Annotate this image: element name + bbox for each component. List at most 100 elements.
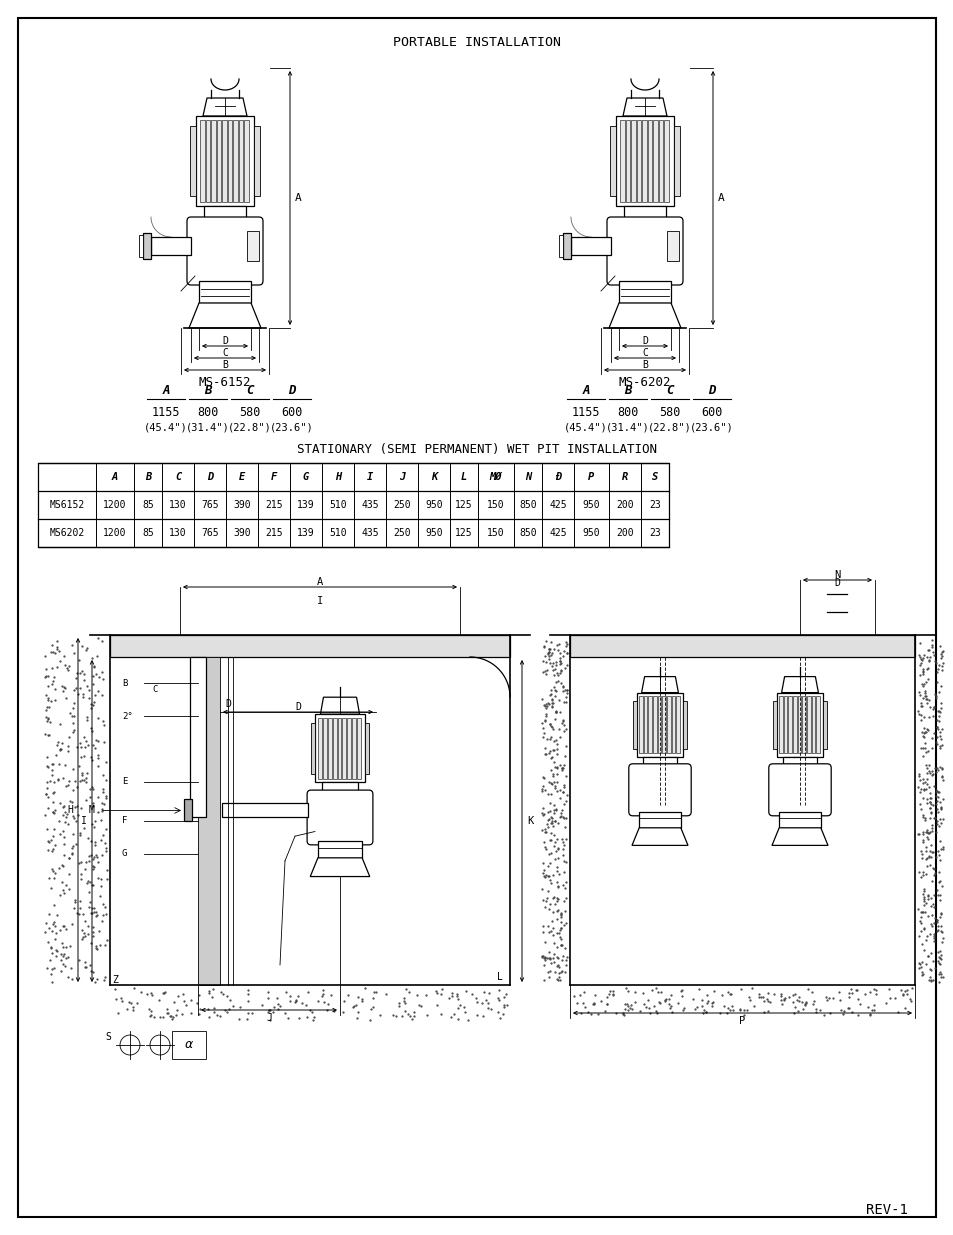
Bar [211, 120, 215, 203]
Polygon shape [320, 698, 359, 714]
Text: 23: 23 [648, 500, 660, 510]
FancyBboxPatch shape [628, 763, 691, 816]
Text: Z: Z [112, 974, 118, 986]
Bar [247, 231, 258, 261]
Bar [806, 695, 810, 753]
Text: 950: 950 [425, 529, 442, 538]
Text: (31.4"): (31.4") [186, 422, 230, 432]
Bar [772, 700, 776, 748]
Bar [333, 718, 336, 779]
Bar [671, 695, 675, 753]
Bar [666, 231, 679, 261]
Bar [801, 695, 805, 753]
Text: B: B [641, 359, 647, 370]
Polygon shape [641, 677, 678, 693]
FancyBboxPatch shape [768, 763, 830, 816]
Bar [199, 282, 251, 303]
Text: 130: 130 [169, 500, 187, 510]
Text: C: C [641, 348, 647, 358]
Text: A: A [718, 193, 724, 203]
Text: (45.4"): (45.4") [144, 422, 188, 432]
Bar [619, 120, 624, 203]
Text: 150: 150 [487, 529, 504, 538]
Bar [558, 235, 562, 257]
Text: A: A [581, 384, 589, 396]
Bar [328, 718, 332, 779]
Text: 510: 510 [329, 500, 347, 510]
Text: 425: 425 [549, 529, 566, 538]
Bar [642, 757, 676, 768]
Text: 23: 23 [648, 529, 660, 538]
Text: B: B [145, 472, 151, 482]
Text: 425: 425 [549, 500, 566, 510]
Text: 1155: 1155 [152, 406, 180, 420]
Bar [151, 237, 191, 254]
Bar [562, 233, 571, 259]
Bar [666, 695, 670, 753]
Bar [648, 695, 652, 753]
Bar [139, 235, 143, 257]
Bar [244, 120, 249, 203]
Bar [222, 120, 227, 203]
Text: B: B [204, 384, 212, 396]
Bar [311, 722, 315, 773]
Bar [661, 695, 665, 753]
Text: H: H [67, 805, 73, 815]
Bar [779, 811, 820, 827]
Bar [616, 116, 673, 206]
Text: D: D [207, 472, 213, 482]
Text: I: I [316, 597, 323, 606]
Text: Ð: Ð [555, 472, 560, 482]
Text: 1155: 1155 [571, 406, 599, 420]
Text: I: I [367, 472, 373, 482]
Text: 125: 125 [455, 529, 473, 538]
Text: F: F [122, 816, 128, 825]
Text: N: N [524, 472, 531, 482]
Text: N: N [834, 571, 840, 580]
Polygon shape [771, 827, 827, 846]
Text: 850: 850 [518, 529, 537, 538]
Bar [787, 695, 791, 753]
Text: G: G [302, 472, 309, 482]
Bar [216, 120, 221, 203]
Bar [776, 693, 822, 757]
Bar [317, 841, 362, 858]
Text: 130: 130 [169, 529, 187, 538]
Text: PORTABLE INSTALLATION: PORTABLE INSTALLATION [393, 36, 560, 48]
Text: 580: 580 [659, 406, 680, 420]
Text: C: C [174, 472, 181, 482]
Text: L: L [460, 472, 467, 482]
Text: (31.4"): (31.4") [605, 422, 649, 432]
Bar [637, 693, 682, 757]
Polygon shape [189, 303, 261, 329]
Bar [352, 718, 355, 779]
Text: C: C [152, 685, 157, 694]
Text: C: C [222, 348, 228, 358]
Bar [797, 695, 801, 753]
Bar [172, 1031, 206, 1058]
Bar [623, 206, 665, 221]
Text: (23.6"): (23.6") [270, 422, 314, 432]
Text: H: H [335, 472, 341, 482]
Text: 215: 215 [265, 529, 282, 538]
Text: STATIONARY (SEMI PERMANENT) WET PIT INSTALLATION: STATIONARY (SEMI PERMANENT) WET PIT INST… [296, 442, 657, 456]
Bar [636, 120, 640, 203]
Bar [205, 120, 210, 203]
Polygon shape [781, 677, 818, 693]
Text: 1200: 1200 [103, 500, 127, 510]
Bar [657, 695, 660, 753]
Polygon shape [631, 827, 687, 846]
Text: 250: 250 [393, 529, 411, 538]
Text: 150: 150 [487, 500, 504, 510]
Text: 85: 85 [142, 500, 153, 510]
Bar [110, 635, 510, 657]
Bar [816, 695, 819, 753]
Text: 390: 390 [233, 500, 251, 510]
Text: MS6202: MS6202 [50, 529, 85, 538]
Text: 950: 950 [425, 500, 442, 510]
Text: S: S [105, 1032, 111, 1042]
Bar [356, 718, 361, 779]
Text: A: A [112, 472, 118, 482]
Text: 1200: 1200 [103, 529, 127, 538]
Text: MS-6202: MS-6202 [618, 377, 671, 389]
